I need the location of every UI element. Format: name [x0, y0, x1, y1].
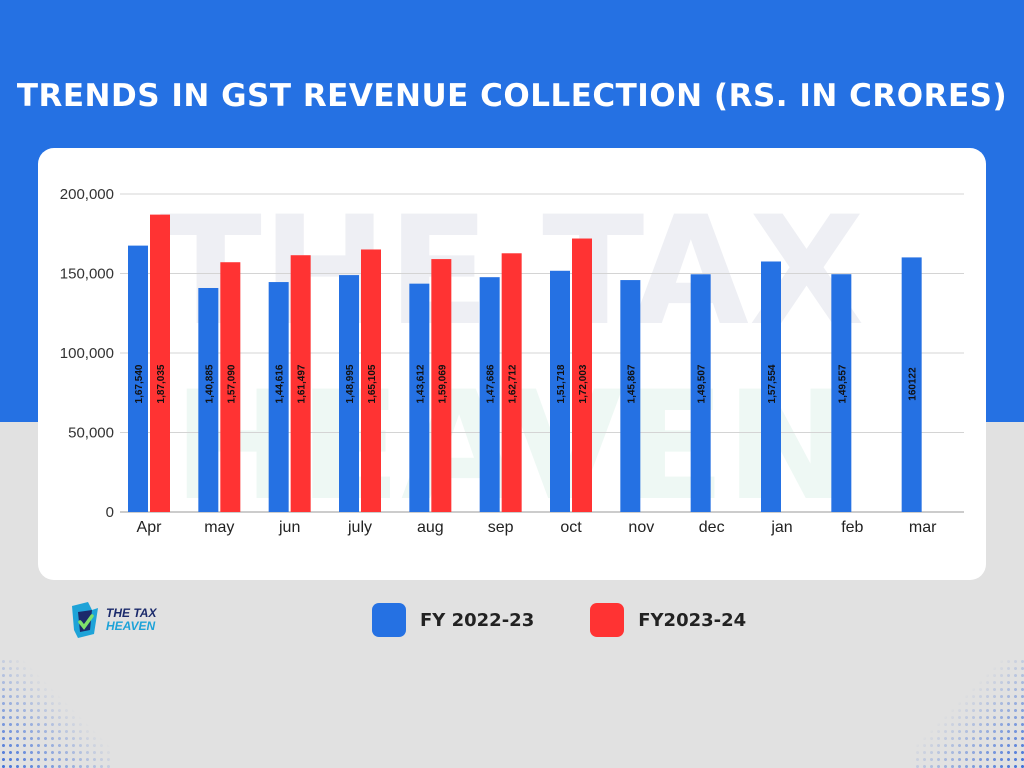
chart-legend: FY 2022-23 FY2023-24: [372, 603, 802, 637]
bar-fy2022-23: [901, 257, 922, 512]
x-tick-label: Apr: [137, 519, 163, 536]
dot-pattern-left: [0, 658, 110, 768]
bar-fy2022-23: [831, 274, 852, 512]
bar-fy2023-24: [431, 259, 452, 512]
y-tick-label: 50,000: [68, 425, 114, 442]
x-tick-label: mar: [909, 519, 937, 536]
y-tick-label: 150,000: [60, 266, 114, 283]
x-tick-label: dec: [699, 519, 725, 536]
y-axis-ticks: 0 50,000 100,000 150,000 200,000: [60, 186, 114, 521]
data-label: 1,49,507: [697, 364, 708, 403]
legend-label-fy2022-23: FY 2022-23: [420, 609, 535, 631]
chart-card: THE TAX HEAVEN 0 50,000 100,000 150,000 200,…: [38, 148, 986, 580]
y-tick-label: 100,000: [60, 345, 114, 362]
data-label: 1,61,497: [297, 364, 308, 403]
bar-fy2022-23: [339, 275, 359, 512]
data-label: 1,40,885: [204, 364, 215, 403]
bar-chart: THE TAX HEAVEN 050,000100,000150,000200,…: [60, 185, 964, 536]
logo-line2: HEAVEN: [106, 619, 156, 633]
bars: 1,67,540 1,87,035 1,40,885 1,57,090 1,44,616…: [128, 214, 922, 513]
bar-fy2022-23: [761, 261, 781, 512]
data-label: 1,44,616: [275, 364, 286, 403]
data-label: 1,65,105: [367, 364, 378, 403]
bar-fy2023-24: [501, 253, 522, 513]
x-tick-label: jun: [278, 519, 300, 536]
x-tick-label: nov: [628, 519, 654, 536]
legend-item-fy2023-24: FY2023-24: [590, 603, 746, 637]
data-label: 1,62,712: [508, 364, 519, 403]
bar-fy2023-24: [572, 238, 592, 512]
bar-fy2022-23: [128, 245, 148, 512]
legend-item-fy2022-23: FY 2022-23: [372, 603, 534, 637]
x-tick-label: oct: [560, 519, 582, 536]
bar-fy2022-23: [620, 280, 641, 512]
data-label: 1,49,557: [837, 364, 848, 403]
x-tick-label: sep: [488, 519, 514, 536]
x-tick-label: jan: [770, 519, 792, 536]
bar-fy2023-24: [150, 214, 170, 512]
legend-label-fy2023-24: FY2023-24: [638, 609, 747, 631]
brand-logo: THE TAX HEAVEN: [68, 600, 156, 640]
bar-fy2022-23: [550, 270, 570, 512]
x-tick-label: feb: [841, 519, 863, 536]
legend-swatch-fy2022-23: [372, 603, 406, 637]
x-tick-label: aug: [417, 519, 444, 536]
logo-line1: THE TAX: [106, 606, 157, 620]
x-tick-label: july: [347, 519, 372, 536]
bar-fy2023-24: [361, 249, 381, 513]
y-tick-label: 0: [106, 504, 114, 521]
x-tick-label: may: [204, 519, 234, 536]
data-label: 1,51,718: [556, 364, 567, 403]
bar-fy2023-24: [220, 262, 241, 512]
gridlines: [120, 193, 964, 513]
bar-fy2022-23: [690, 274, 711, 512]
data-label: 1,72,003: [578, 364, 589, 403]
dot-pattern-right: [914, 658, 1024, 768]
data-label: 1,57,090: [226, 364, 237, 403]
bar-fy2022-23: [268, 282, 289, 512]
data-label: 1,43,612: [415, 364, 426, 403]
bar-fy2022-23: [479, 277, 500, 512]
data-label: 160122: [908, 367, 919, 401]
data-label: 1,45,867: [626, 364, 637, 403]
bar-fy2023-24: [290, 255, 311, 512]
legend-swatch-fy2023-24: [590, 603, 625, 637]
data-label: 1,67,540: [134, 364, 145, 403]
bar-fy2022-23: [409, 283, 430, 512]
x-axis-ticks: Apr may jun july aug sep oct nov dec jan feb mar: [137, 519, 938, 536]
chart-title: TRENDS IN GST REVENUE COLLECTION (RS. IN…: [16, 78, 1008, 114]
logo-icon: [72, 602, 98, 638]
data-label: 1,57,554: [767, 364, 778, 403]
data-label: 1,48,995: [345, 364, 356, 403]
y-tick-label: 200,000: [60, 186, 114, 203]
bar-fy2022-23: [198, 287, 219, 512]
data-label: 1,59,069: [437, 364, 448, 403]
data-label: 1,47,686: [486, 364, 497, 403]
data-label: 1,87,035: [156, 364, 167, 403]
